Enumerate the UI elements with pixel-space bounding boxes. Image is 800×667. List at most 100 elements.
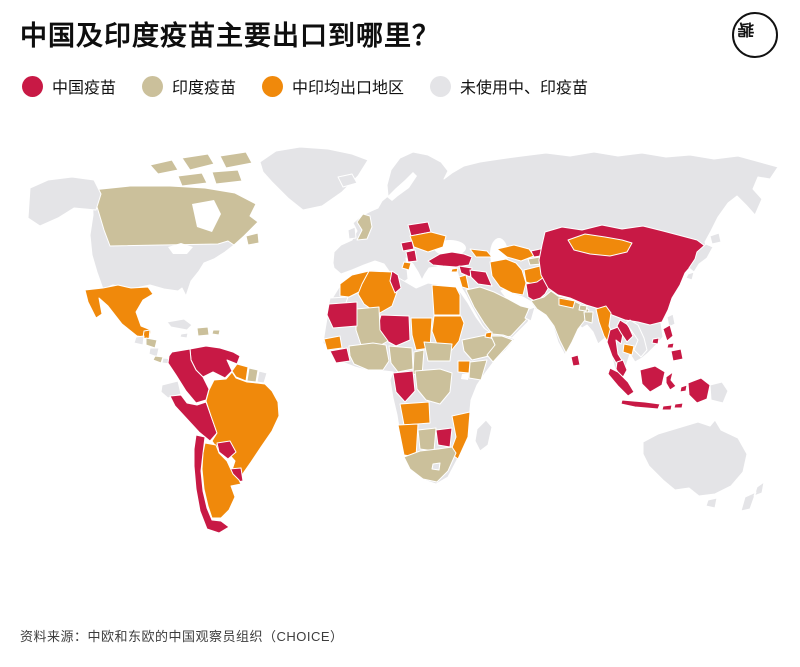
hungary-region xyxy=(400,240,415,252)
iran-region xyxy=(489,258,527,296)
botswana-region xyxy=(417,427,437,452)
french-guiana-region xyxy=(256,370,268,384)
south-africa-region xyxy=(403,446,457,483)
hainan-region xyxy=(651,337,660,345)
cyprus-region xyxy=(450,267,459,273)
japan-region xyxy=(685,232,722,281)
legend: 中国疫苗 印度疫苗 中印均出口地区 未使用中、印疫苗 xyxy=(22,74,588,98)
bhutan-region xyxy=(578,304,588,312)
alaska-region xyxy=(27,176,102,227)
uganda-region xyxy=(457,360,471,374)
argentina-region xyxy=(201,442,242,519)
arctic-islands-region xyxy=(149,151,253,187)
tasmania-region xyxy=(705,497,718,509)
legend-swatch-none xyxy=(430,75,452,97)
guatemala-region xyxy=(133,335,145,346)
ireland-region xyxy=(347,226,357,240)
senegal-region xyxy=(323,335,343,351)
guinea-region xyxy=(329,347,351,364)
taiwan-region xyxy=(666,313,676,328)
canada-region xyxy=(91,185,259,247)
guyana-region xyxy=(231,363,249,382)
legend-label-both: 中印均出口地区 xyxy=(292,80,405,97)
iraq-region xyxy=(469,269,493,287)
legend-item-india: 印度疫苗 xyxy=(142,74,236,98)
puerto-rico-region xyxy=(211,329,221,336)
somalia-region xyxy=(486,335,514,363)
malaysia-region xyxy=(615,359,628,380)
drc-region xyxy=(414,368,453,405)
great-lakes-region xyxy=(168,243,193,254)
honduras-region xyxy=(145,337,158,349)
cuba-region xyxy=(166,318,193,331)
paraguay-region xyxy=(216,440,237,460)
iceland-region xyxy=(337,173,358,188)
legend-label-china: 中国疫苗 xyxy=(52,80,117,97)
philippines-region xyxy=(662,324,684,362)
mauritania-region xyxy=(326,301,358,329)
sumatra-region xyxy=(607,367,635,397)
west-africa-region xyxy=(348,342,390,371)
java-region xyxy=(620,399,661,410)
angola-region xyxy=(399,401,431,426)
hispaniola-region xyxy=(196,326,210,337)
mongolia-region xyxy=(567,233,633,257)
hudson-bay-region xyxy=(192,200,221,232)
papua-indonesia-region xyxy=(687,377,711,404)
newfoundland-region xyxy=(245,232,260,246)
source-note: 资料来源：中欧和东欧的中国观察员组织（CHOICE） xyxy=(20,629,344,644)
legend-item-none: 未使用中、印疫苗 xyxy=(430,74,588,98)
legend-swatch-china xyxy=(22,75,43,97)
car-region xyxy=(423,341,453,362)
albania-nmk-region xyxy=(401,261,412,271)
papua-new-guinea-region xyxy=(709,381,729,404)
sudan-region xyxy=(431,315,465,352)
vietnam-region xyxy=(625,319,648,358)
lesotho-region xyxy=(431,462,441,471)
sulawesi-region xyxy=(665,371,677,391)
zimbabwe-region xyxy=(435,427,453,448)
mozambique-region xyxy=(449,411,471,460)
bangladesh-region xyxy=(583,311,594,324)
lesser-sunda-region xyxy=(661,402,684,411)
nicaragua-region xyxy=(148,347,160,358)
legend-label-india: 印度疫苗 xyxy=(172,80,237,97)
uk-region xyxy=(356,213,373,241)
legend-item-china: 中国疫苗 xyxy=(22,74,116,98)
legend-label-none: 未使用中、印疫苗 xyxy=(460,80,589,97)
initium-logo: 端 xyxy=(732,12,778,58)
turkey-region xyxy=(427,251,473,268)
egypt-region xyxy=(431,284,461,316)
page-title: 中国及印度疫苗主要出口到哪里？ xyxy=(20,21,440,51)
kenya-region xyxy=(468,359,488,381)
oman-region xyxy=(524,306,536,322)
caucasus-region xyxy=(469,248,493,258)
tunisia-region xyxy=(389,270,402,294)
legend-item-both: 中印均出口地区 xyxy=(262,74,404,98)
legend-swatch-india xyxy=(142,75,164,97)
lake-victoria-region xyxy=(461,373,469,380)
serbia-region xyxy=(405,249,418,263)
legend-swatch-both xyxy=(262,75,284,97)
namibia-region xyxy=(397,423,419,458)
djibouti-region xyxy=(484,331,493,339)
cambodia-region xyxy=(622,343,635,356)
australia-region xyxy=(642,419,748,497)
new-zealand-region xyxy=(740,481,765,512)
sri-lanka-region xyxy=(570,354,581,367)
jamaica-region xyxy=(179,332,189,339)
india-region xyxy=(530,290,590,354)
nigeria-region xyxy=(388,345,414,373)
borneo-region xyxy=(639,365,666,393)
suriname-region xyxy=(246,367,259,383)
costa-rica-region xyxy=(152,355,164,364)
syria-region xyxy=(458,265,473,278)
baltic-sea-region xyxy=(387,172,417,201)
mexico-region xyxy=(84,284,154,339)
chile-region xyxy=(193,434,230,534)
moluccas-region xyxy=(679,384,688,393)
madagascar-region xyxy=(474,419,493,452)
nepal-region xyxy=(558,297,576,309)
